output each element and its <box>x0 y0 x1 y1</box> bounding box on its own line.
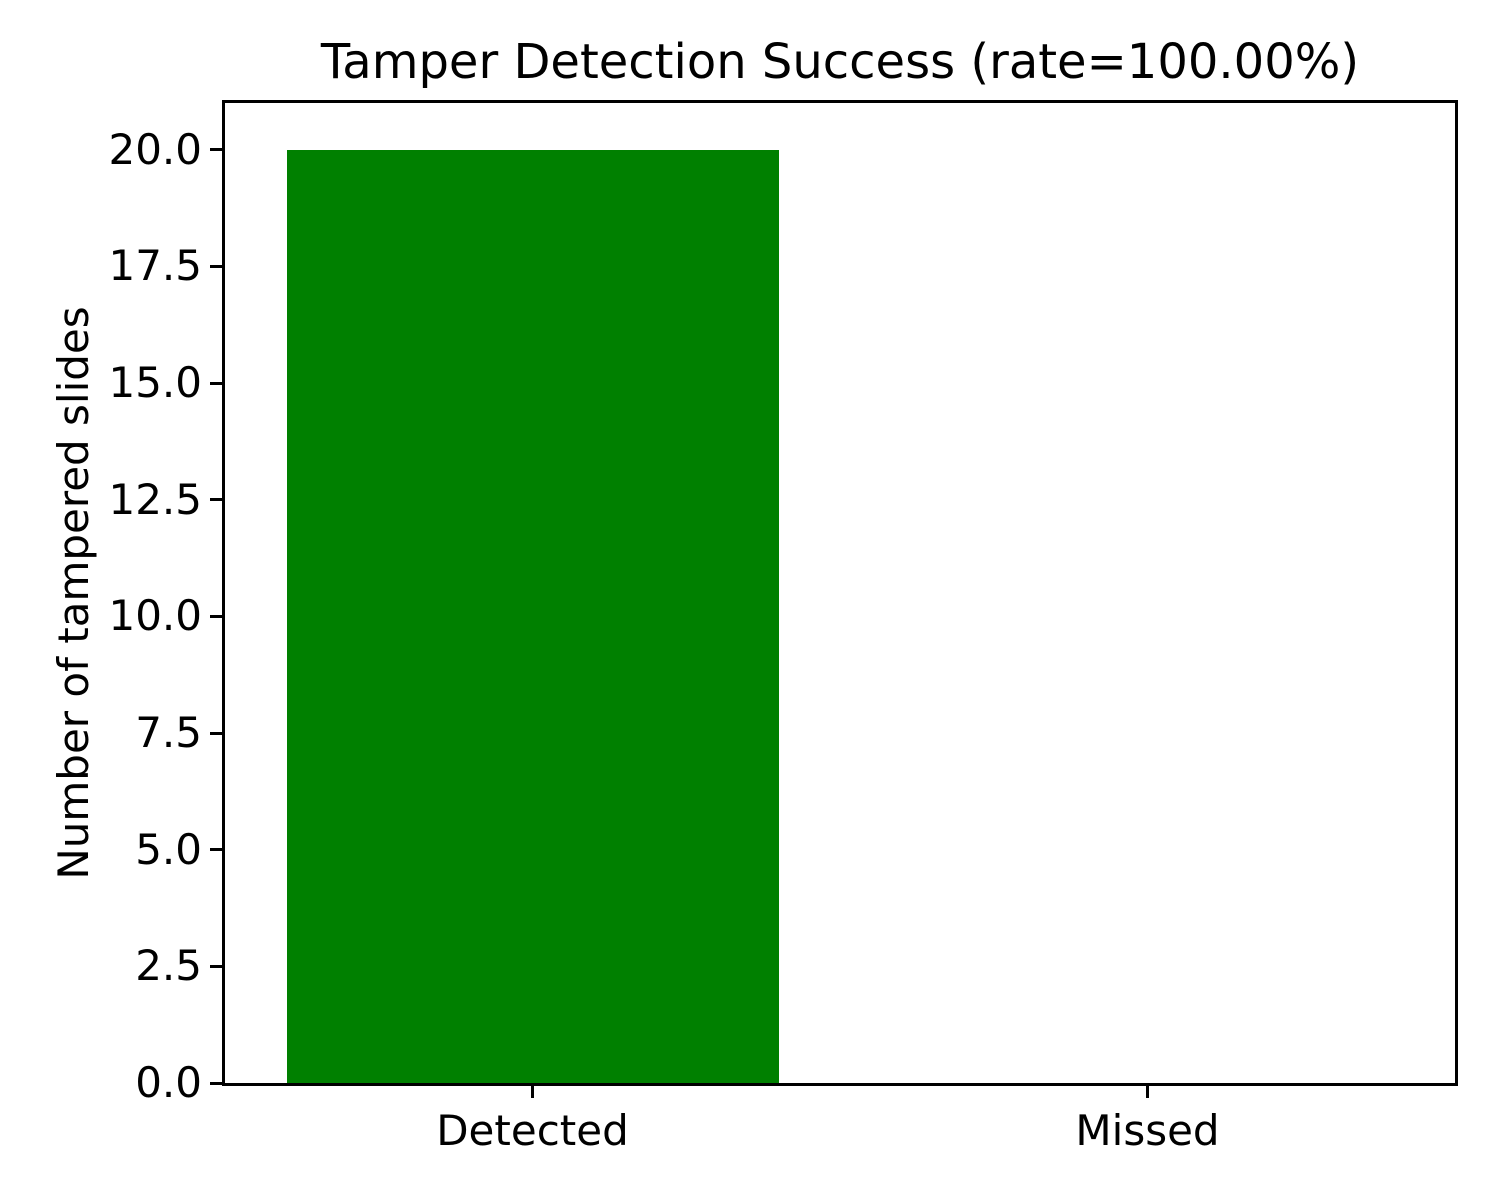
y-tick-mark <box>210 614 225 618</box>
y-tick-label: 17.5 <box>108 241 202 291</box>
x-tick-mark <box>1146 1083 1149 1098</box>
y-tick-mark <box>210 498 225 502</box>
y-tick-label: 7.5 <box>135 708 202 757</box>
y-tick-mark <box>210 148 225 152</box>
y-tick-mark <box>210 848 225 852</box>
y-tick-mark <box>210 264 225 268</box>
x-tick-label: Missed <box>1075 1106 1220 1155</box>
chart-title: Tamper Detection Success (rate=100.00%) <box>320 34 1360 90</box>
bar-detected <box>286 149 779 1083</box>
y-tick-label: 5.0 <box>135 824 202 874</box>
y-tick-mark <box>210 381 225 385</box>
y-tick-mark <box>210 1081 225 1085</box>
y-tick-mark <box>210 731 225 735</box>
y-tick-mark <box>210 964 225 968</box>
y-tick-label: 10.0 <box>108 591 202 641</box>
x-tick-label: Detected <box>436 1106 629 1155</box>
y-tick-label: 2.5 <box>135 941 202 991</box>
y-tick-label: 12.5 <box>108 474 202 524</box>
y-tick-label: 20.0 <box>108 124 202 174</box>
y-tick-label: 15.0 <box>108 358 202 407</box>
y-tick-label: 0.0 <box>135 1058 202 1107</box>
x-tick-mark <box>531 1083 534 1098</box>
